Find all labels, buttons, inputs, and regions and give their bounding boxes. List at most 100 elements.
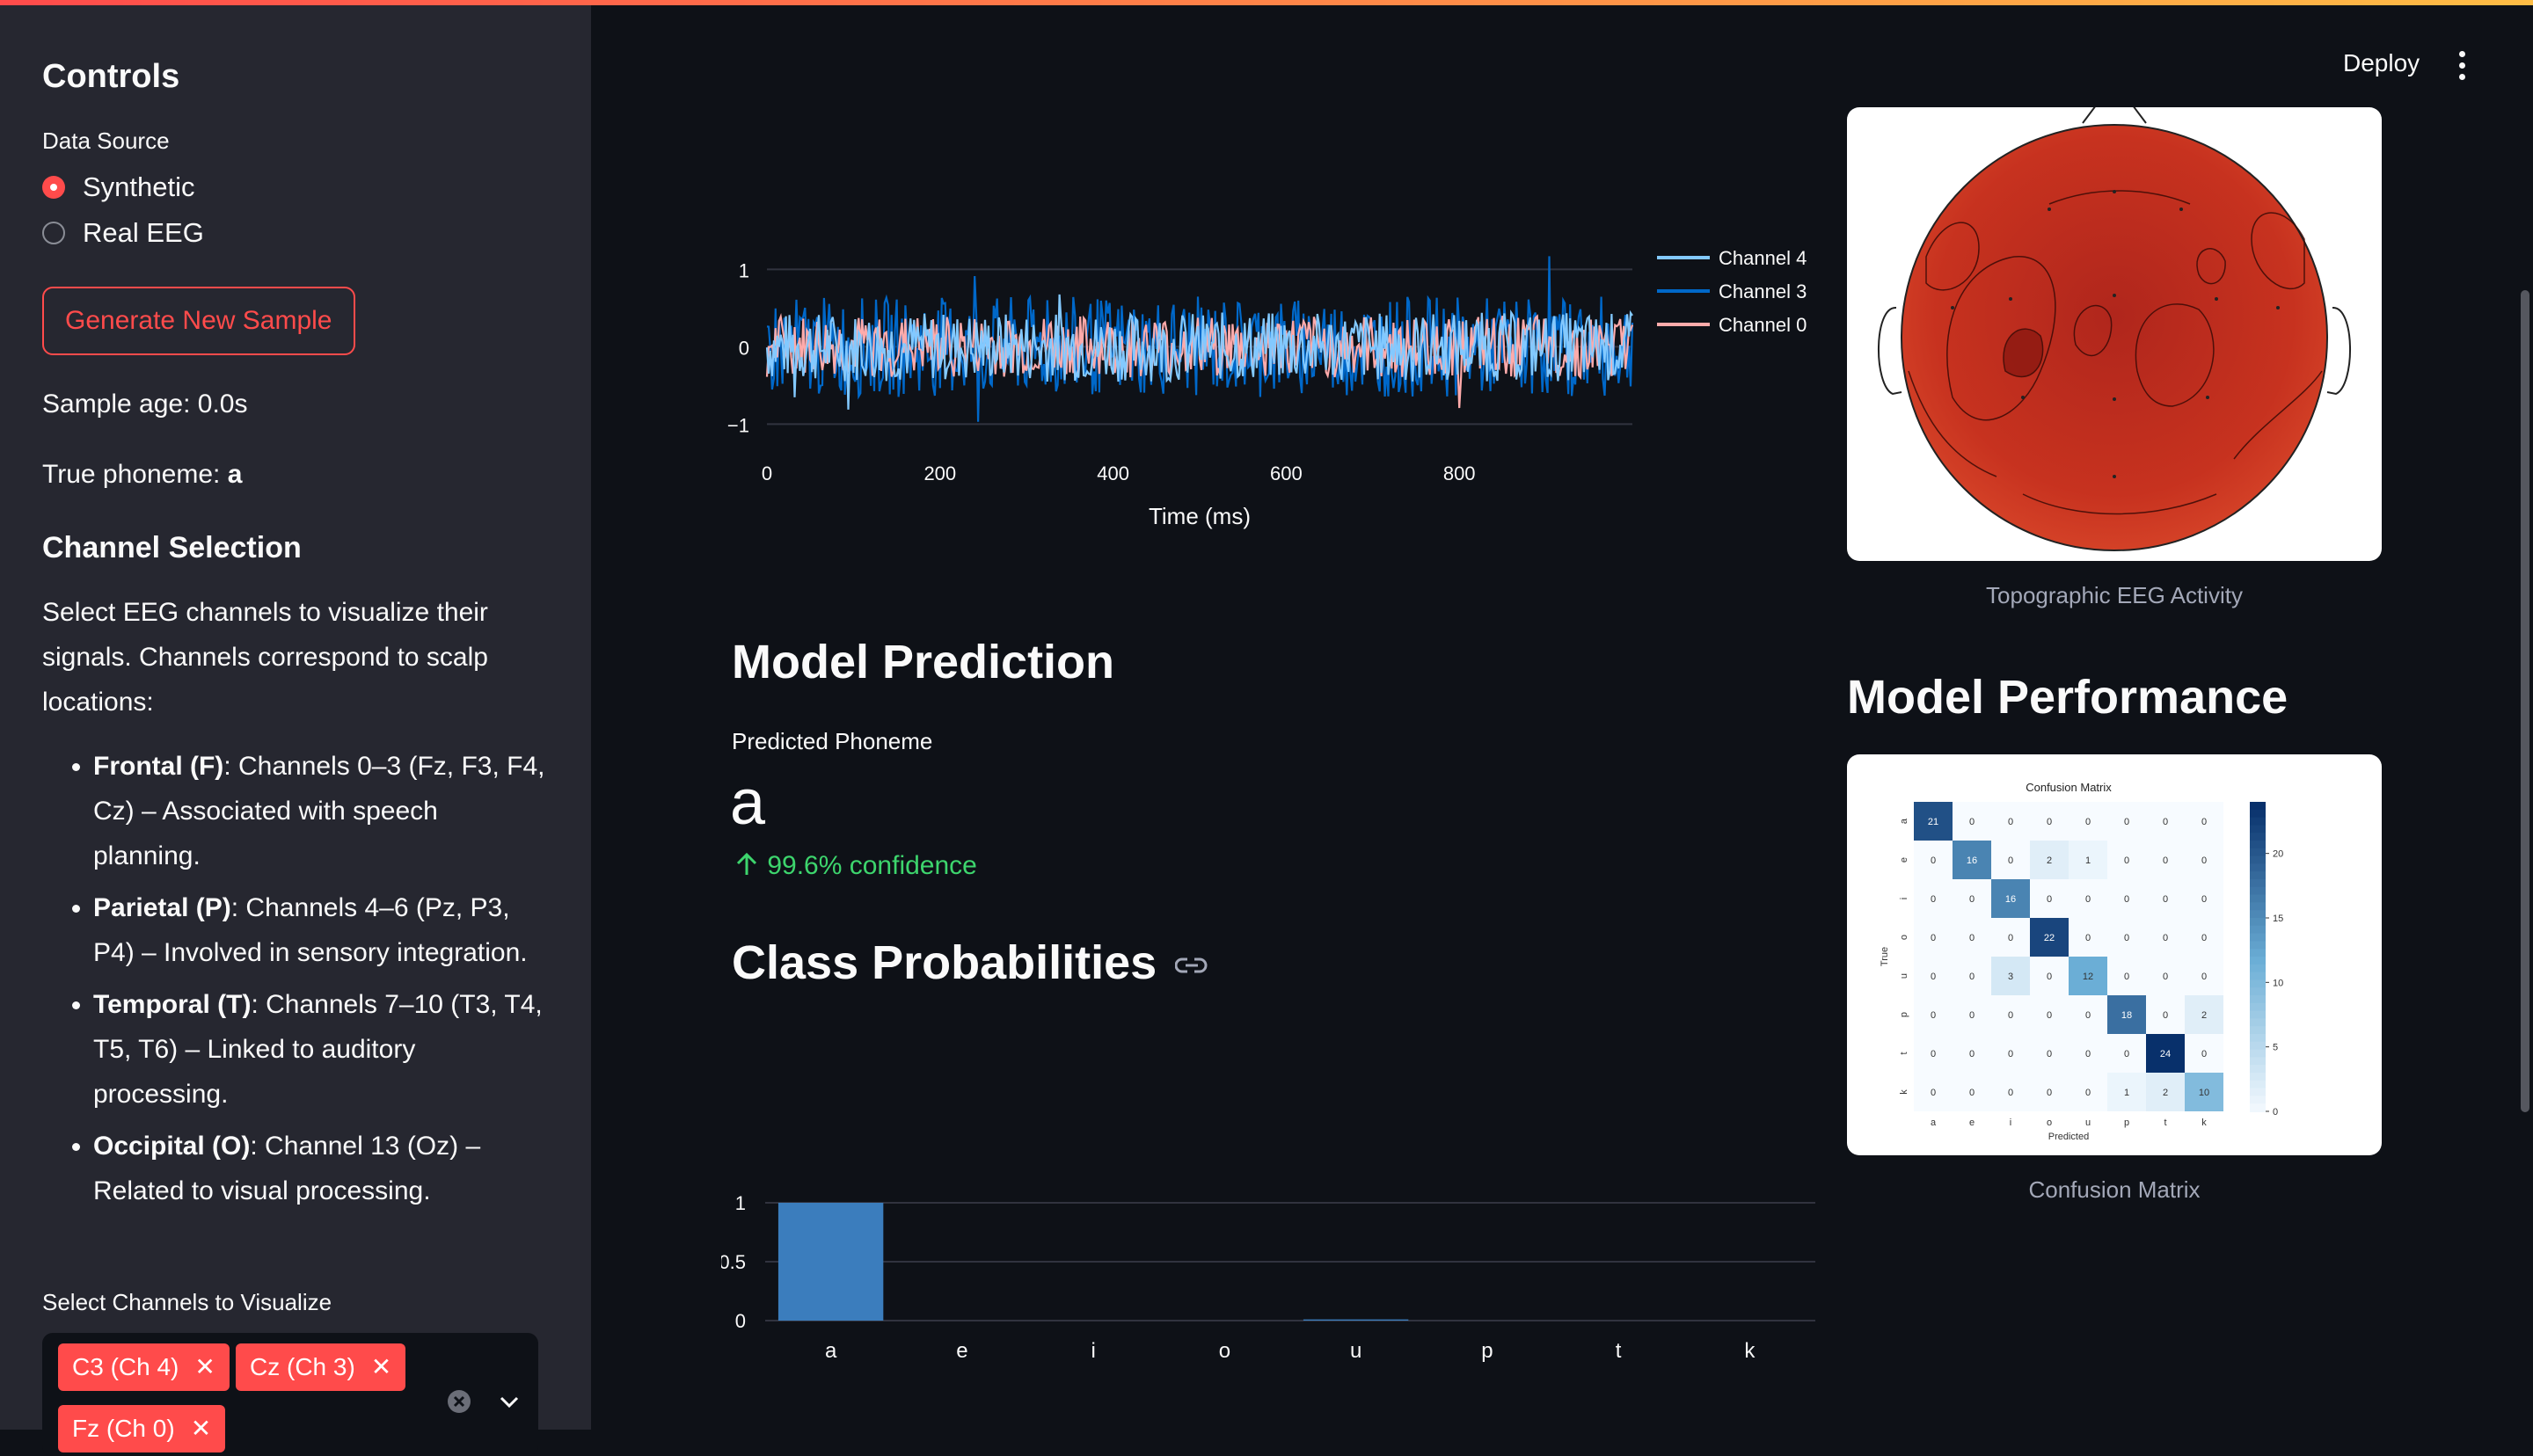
colorbar-segment [2250,855,2266,865]
data-source-label: Data Source [42,127,170,154]
radio-synthetic-label: Synthetic [83,171,195,202]
heatmap-cell [2185,957,2223,995]
heatmap-cell [1991,995,2030,1034]
y-tick-label: i [1899,898,1909,899]
cell-value: 0 [2008,817,2013,827]
bar[interactable] [1303,1319,1409,1321]
radio-unselected-icon[interactable] [42,222,65,244]
colorbar-segment [2250,1041,2266,1051]
heatmap-cell [2146,957,2185,995]
heatmap-cell [2030,918,2069,957]
cell-value: 0 [1969,894,1975,905]
colorbar-segment [2250,1096,2266,1105]
cell-value: 0 [2085,894,2091,905]
cell-value: 0 [1931,855,1936,866]
heatmap-cell [1991,879,2030,918]
heatmap-cell [1914,1034,1953,1073]
heatmap-cell [1991,841,2030,879]
deploy-button[interactable]: Deploy [2343,49,2420,76]
close-icon[interactable]: ✕ [190,1415,212,1442]
cell-value: 0 [2008,933,2013,943]
chip-fz[interactable]: Fz (Ch 0) ✕ [58,1405,226,1452]
heatmap-cell [1953,1073,1991,1111]
colorbar-tick-label: 20 [2273,849,2283,860]
colorbar-segment [2250,1057,2266,1067]
heatmap-cell [2030,841,2069,879]
close-icon[interactable]: ✕ [370,1353,392,1380]
colorbar-segment [2250,933,2266,943]
heatmap-cell [1953,841,1991,879]
predicted-phoneme-value: a [730,768,766,838]
y-tick-label: k [1899,1089,1909,1095]
region-name: Parietal (P) [93,893,231,922]
radio-synthetic[interactable]: Synthetic [42,171,549,204]
region-text: : Channels 4–6 (Pz, P3, P4) – Involved i… [93,893,528,967]
right-ear [2326,306,2351,396]
chevron-down-icon[interactable] [500,1396,519,1409]
close-icon[interactable]: ✕ [194,1353,215,1380]
heatmap-cell [2107,802,2146,841]
channel-multiselect[interactable]: C3 (Ch 4) ✕ Cz (Ch 3) ✕ Fz (Ch 0) ✕ [42,1333,538,1456]
chip-label: C3 (Ch 4) [72,1353,179,1380]
bar[interactable] [777,1203,884,1321]
cell-value: 0 [2085,817,2091,827]
heatmap-cell [2107,957,2146,995]
heatmap-cell [2069,841,2107,879]
heatmap-cell [2185,879,2223,918]
colorbar-segment [2250,841,2266,849]
y-axis-title: True [1880,947,1890,966]
radio-real-eeg[interactable]: Real EEG [42,216,549,250]
cell-value: 0 [2201,894,2207,905]
heatmap-cell [2185,1073,2223,1111]
cell-value: 0 [2085,933,2091,943]
heatmap-cell [2185,918,2223,957]
colorbar-segment [2250,995,2266,1004]
heatmap-cell [2146,1073,2185,1111]
select-channels-label: Select Channels to Visualize [42,1289,332,1315]
main-scrollbar[interactable] [2521,290,2529,1112]
more-menu-icon[interactable] [2459,51,2466,85]
cell-value: 0 [2163,817,2168,827]
model-prediction-title: Model Prediction [732,636,1115,688]
cell-value: 12 [2083,972,2093,982]
heatmap-cell [2069,957,2107,995]
region-name: Temporal (T) [93,990,252,1019]
arrow-up-icon [736,852,757,875]
x-tick-label: i [1091,1339,1095,1363]
generate-sample-button[interactable]: Generate New Sample [42,287,355,355]
colorbar-segment [2250,833,2266,841]
heatmap-cell [1914,879,1953,918]
cell-value: 0 [2124,817,2129,827]
contour-lines [1908,190,2323,515]
x-tick-label: k [1744,1339,1756,1363]
y-tick-label: e [1899,857,1909,863]
cell-value: 0 [2008,855,2013,866]
cell-value: 0 [1931,933,1936,943]
y-tick-label: p [1899,1012,1909,1017]
heatmap-cell [2107,1073,2146,1111]
channel-selection-text: Select EEG channels to visualize their s… [42,598,488,717]
x-tick-label: p [1481,1339,1493,1363]
sample-age: Sample age: 0.0s [42,389,248,419]
chip-cz[interactable]: Cz (Ch 3) ✕ [236,1343,406,1391]
region-text: : Channels 7–10 (T3, T4, T5, T6) – Linke… [93,990,543,1109]
cell-value: 0 [1969,1088,1975,1098]
region-name: Frontal (F) [93,752,224,781]
radio-selected-icon[interactable] [42,176,65,199]
electrode-dots [1951,190,2280,478]
heatmap-cell [1953,802,1991,841]
chip-c3[interactable]: C3 (Ch 4) ✕ [58,1343,230,1391]
radio-real-eeg-label: Real EEG [83,217,204,248]
x-tick-label: t [2164,1117,2166,1128]
cell-value: 2 [2201,1010,2207,1021]
heatmap-cell [2030,957,2069,995]
cell-value: 0 [1969,817,1975,827]
link-icon[interactable] [1174,952,1210,979]
cell-value: 22 [2044,933,2055,943]
heatmap-cell [2107,918,2146,957]
sidebar-title: Controls [42,58,180,95]
colorbar-segment [2250,848,2266,857]
cell-value: 0 [2124,855,2129,866]
heatmap-cell [2107,995,2146,1034]
heatmap-cell [2069,1073,2107,1111]
